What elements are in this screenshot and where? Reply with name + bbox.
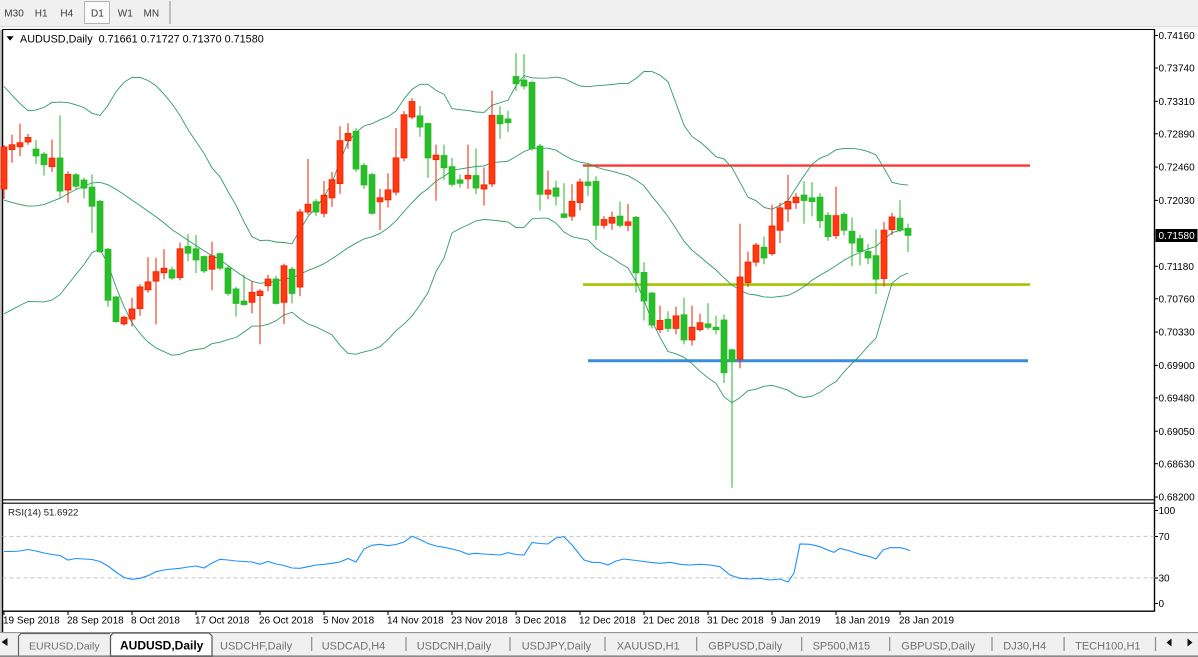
svg-text:MN: MN <box>144 9 160 20</box>
svg-text:0.69050: 0.69050 <box>1159 427 1196 438</box>
svg-text:0.72030: 0.72030 <box>1159 196 1196 207</box>
svg-text:0: 0 <box>1159 599 1165 610</box>
svg-text:DJ30,H4: DJ30,H4 <box>1003 641 1046 653</box>
svg-text:0.70760: 0.70760 <box>1159 294 1196 305</box>
svg-text:18 Jan 2019: 18 Jan 2019 <box>835 616 890 627</box>
svg-text:USDCAD,H4: USDCAD,H4 <box>322 641 386 653</box>
svg-text:21 Dec 2018: 21 Dec 2018 <box>643 616 700 627</box>
svg-text:AUDUSD,Daily 0.71661 0.71727: AUDUSD,Daily 0.71661 0.71727 0.71370 0.7… <box>20 33 264 45</box>
svg-text:GBPUSD,Daily: GBPUSD,Daily <box>901 641 975 653</box>
svg-text:0.73310: 0.73310 <box>1159 97 1196 108</box>
svg-text:0.69480: 0.69480 <box>1159 394 1196 405</box>
svg-text:H4: H4 <box>60 9 73 20</box>
svg-text:0.69900: 0.69900 <box>1159 361 1196 372</box>
svg-text:3 Dec 2018: 3 Dec 2018 <box>515 616 567 627</box>
svg-text:USDCNH,Daily: USDCNH,Daily <box>417 641 492 653</box>
svg-text:0.71580: 0.71580 <box>1159 231 1196 242</box>
svg-text:M30: M30 <box>4 9 24 20</box>
svg-text:23 Nov 2018: 23 Nov 2018 <box>451 616 508 627</box>
svg-text:12 Dec 2018: 12 Dec 2018 <box>579 616 636 627</box>
svg-text:D1: D1 <box>91 9 104 20</box>
svg-text:28 Jan 2019: 28 Jan 2019 <box>899 616 954 627</box>
svg-text:0.68630: 0.68630 <box>1159 459 1196 470</box>
svg-text:19 Sep 2018: 19 Sep 2018 <box>3 616 60 627</box>
svg-text:8 Oct 2018: 8 Oct 2018 <box>131 616 180 627</box>
svg-text:0.73740: 0.73740 <box>1159 64 1196 75</box>
svg-text:14 Nov 2018: 14 Nov 2018 <box>387 616 444 627</box>
svg-text:USDCHF,Daily: USDCHF,Daily <box>220 641 293 653</box>
svg-text:28 Sep 2018: 28 Sep 2018 <box>67 616 124 627</box>
svg-text:0.68200: 0.68200 <box>1159 493 1196 504</box>
svg-text:31 Dec 2018: 31 Dec 2018 <box>707 616 764 627</box>
svg-text:26 Oct 2018: 26 Oct 2018 <box>259 616 314 627</box>
svg-text:0.72890: 0.72890 <box>1159 129 1196 140</box>
svg-text:EURUSD,Daily: EURUSD,Daily <box>29 641 100 653</box>
svg-text:5 Nov 2018: 5 Nov 2018 <box>323 616 375 627</box>
svg-text:30: 30 <box>1159 574 1171 585</box>
svg-text:GBPUSD,Daily: GBPUSD,Daily <box>708 641 782 653</box>
svg-text:W1: W1 <box>118 9 133 20</box>
svg-text:0.71180: 0.71180 <box>1159 262 1195 273</box>
svg-text:H1: H1 <box>35 9 48 20</box>
svg-text:SP500,M15: SP500,M15 <box>813 641 870 653</box>
svg-text:TECH100,H1: TECH100,H1 <box>1075 641 1140 653</box>
svg-text:17 Oct 2018: 17 Oct 2018 <box>195 616 250 627</box>
svg-text:USDJPY,Daily: USDJPY,Daily <box>522 641 592 653</box>
svg-text:0.74160: 0.74160 <box>1159 31 1196 42</box>
svg-text:AUDUSD,Daily: AUDUSD,Daily <box>120 639 204 653</box>
svg-text:9 Jan 2019: 9 Jan 2019 <box>771 616 821 627</box>
svg-text:0.72460: 0.72460 <box>1159 163 1196 174</box>
svg-text:0.70330: 0.70330 <box>1159 328 1196 339</box>
svg-text:70: 70 <box>1159 532 1171 543</box>
svg-text:XAUUSD,H1: XAUUSD,H1 <box>617 641 680 653</box>
svg-text:RSI(14) 51.6922: RSI(14) 51.6922 <box>8 508 78 519</box>
svg-text:100: 100 <box>1159 506 1176 517</box>
